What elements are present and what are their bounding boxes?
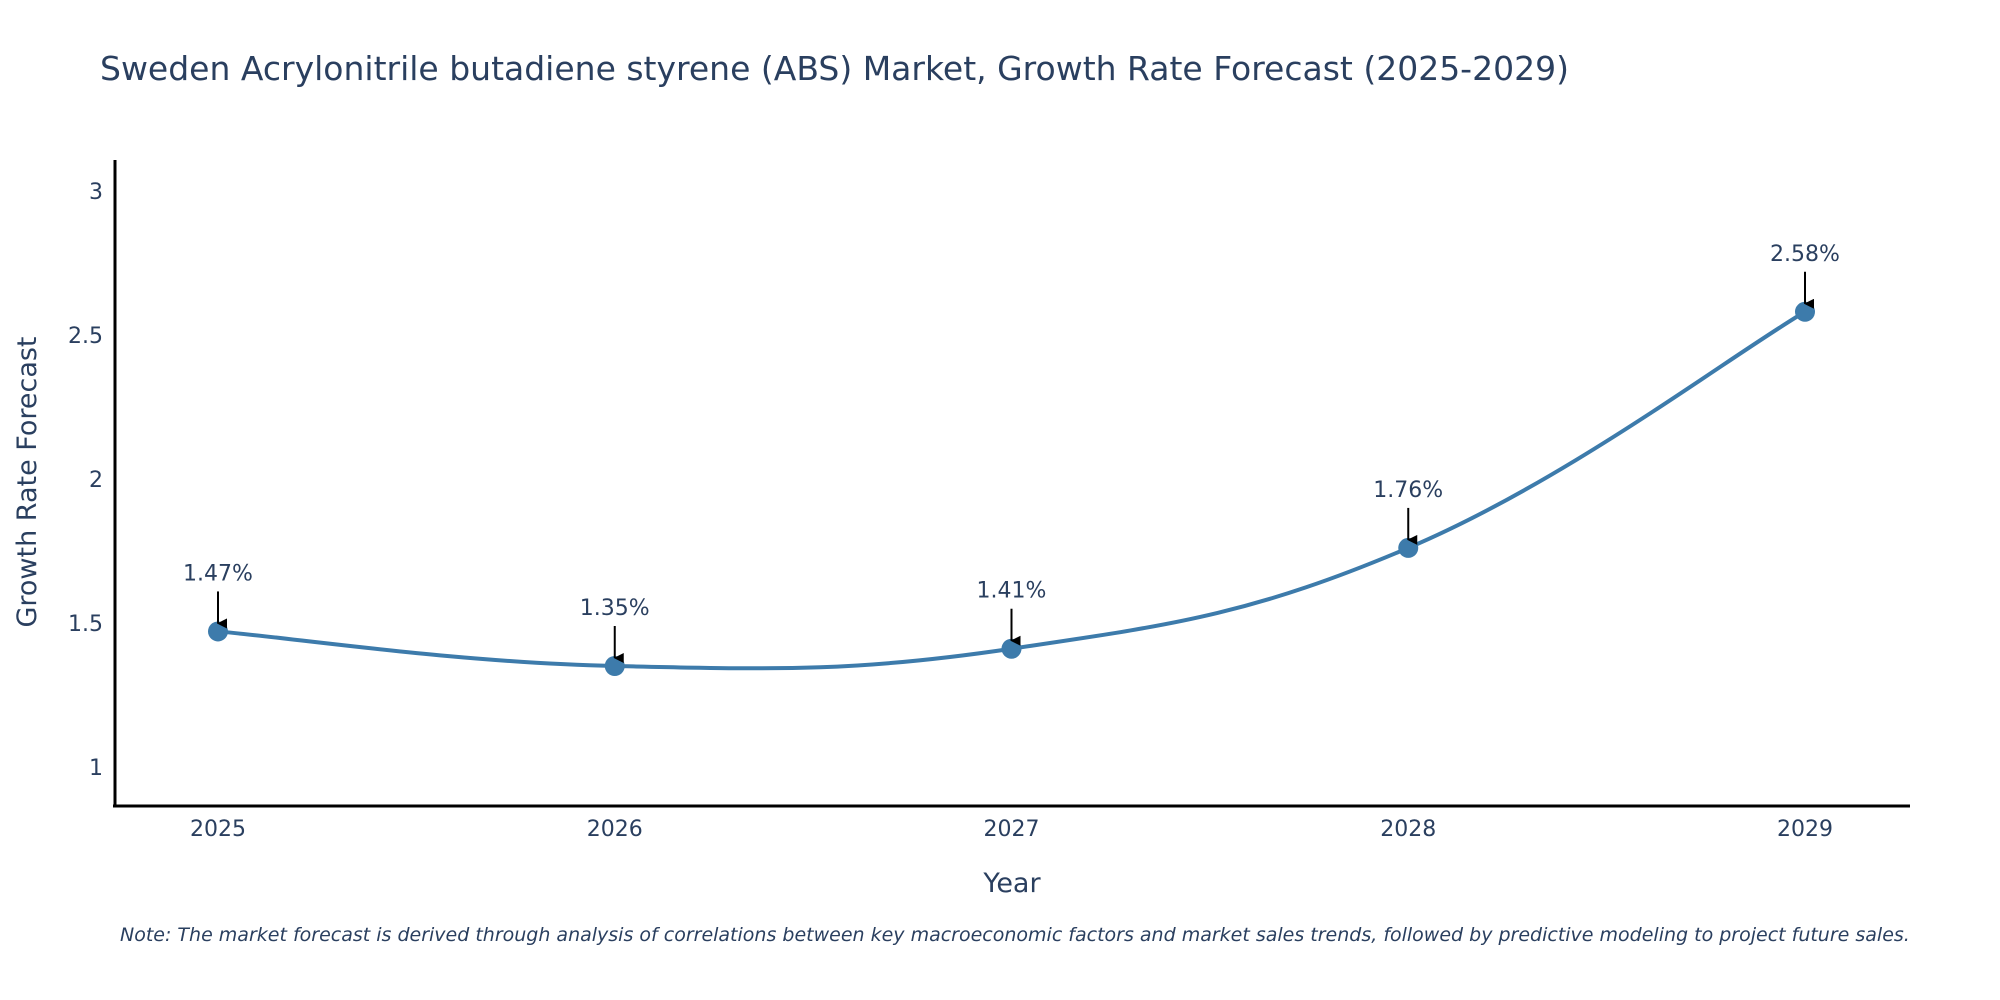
x-tick-label: 2029 xyxy=(1777,817,1833,842)
y-tick-label: 1 xyxy=(89,756,103,781)
y-tick-label: 2 xyxy=(89,468,103,493)
x-tick-label: 2027 xyxy=(984,817,1040,842)
y-axis-title: Growth Rate Forecast xyxy=(12,336,43,627)
data-label: 2.58% xyxy=(1770,242,1840,267)
x-tick-label: 2026 xyxy=(587,817,643,842)
x-tick-label: 2028 xyxy=(1380,817,1436,842)
data-label: 1.76% xyxy=(1373,478,1443,503)
chart-note: Note: The market forecast is derived thr… xyxy=(120,924,1910,946)
data-point-marker xyxy=(208,621,228,642)
chart-title: Sweden Acrylonitrile butadiene styrene (… xyxy=(100,49,1569,88)
y-tick-label: 2.5 xyxy=(68,324,103,349)
growth-rate-line xyxy=(217,310,1807,671)
data-point-marker xyxy=(1398,537,1419,558)
data-label: 1.35% xyxy=(580,596,650,621)
data-point-marker xyxy=(1001,638,1022,659)
data-point-marker xyxy=(604,656,625,676)
y-tick-label: 1.5 xyxy=(68,612,103,637)
x-axis-title: Year xyxy=(982,868,1041,899)
y-tick-label: 3 xyxy=(89,180,103,205)
x-axis-ticks: 2025 2026 2027 2028 2029 xyxy=(190,817,1833,842)
x-tick-label: 2025 xyxy=(190,817,246,842)
y-axis-ticks: 1 1.5 2 2.5 3 xyxy=(68,180,103,781)
data-annotations: 1.47% 1.35% 1.41% 1.76% 2.58% xyxy=(183,242,1840,663)
data-label: 1.47% xyxy=(183,561,253,586)
data-label: 1.41% xyxy=(977,579,1047,604)
data-point-marker xyxy=(1795,301,1815,322)
